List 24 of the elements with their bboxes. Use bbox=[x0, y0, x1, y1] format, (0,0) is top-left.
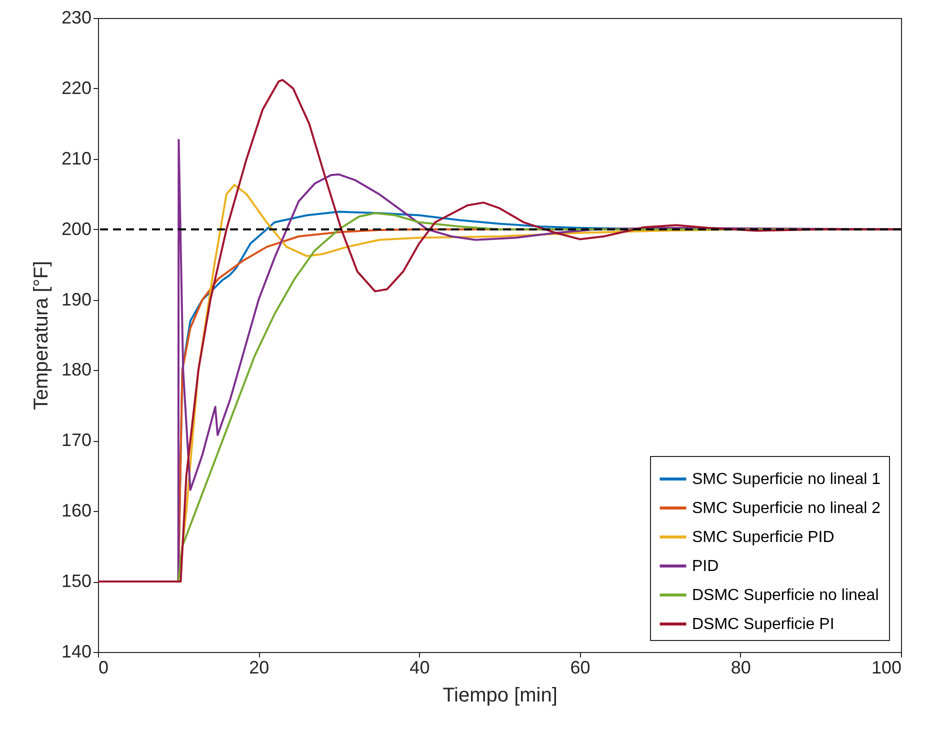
y-tick-label: 230 bbox=[61, 8, 92, 28]
y-axis-title: Temperatura [°F] bbox=[30, 260, 52, 410]
y-tick-label: 220 bbox=[61, 78, 92, 98]
y-tick-label: 190 bbox=[61, 289, 92, 310]
y-tick-label: 150 bbox=[61, 571, 92, 592]
legend-label: PID bbox=[692, 558, 719, 575]
legend-label: DSMC Superficie PI bbox=[692, 616, 834, 633]
y-tick-label: 180 bbox=[61, 360, 92, 380]
y-tick-label: 140 bbox=[61, 642, 92, 662]
y-tick-label: 210 bbox=[61, 148, 92, 168]
x-tick-label: 80 bbox=[730, 658, 751, 678]
x-tick-label: 20 bbox=[249, 658, 270, 678]
y-tick-label: 160 bbox=[61, 500, 92, 521]
x-tick-label: 100 bbox=[871, 658, 902, 678]
x-tick-label: 0 bbox=[98, 658, 109, 678]
y-tick-label: 200 bbox=[61, 218, 92, 239]
x-tick-label: 60 bbox=[570, 658, 590, 678]
y-tick-label: 170 bbox=[61, 430, 92, 450]
x-axis-title: Tiempo [min] bbox=[442, 684, 558, 706]
legend-label: SMC Superficie no lineal 1 bbox=[692, 471, 881, 488]
legend-label: DSMC Superficie no lineal bbox=[692, 587, 879, 604]
legend-label: SMC Superficie no lineal 2 bbox=[692, 500, 881, 517]
legend-label: SMC Superficie PID bbox=[692, 529, 834, 546]
x-tick-label: 40 bbox=[410, 658, 430, 678]
